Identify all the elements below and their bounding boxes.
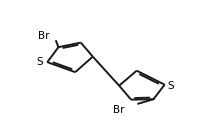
Text: Br: Br — [38, 31, 50, 41]
Text: S: S — [37, 57, 43, 67]
Text: Br: Br — [113, 105, 124, 115]
Text: S: S — [168, 81, 174, 91]
